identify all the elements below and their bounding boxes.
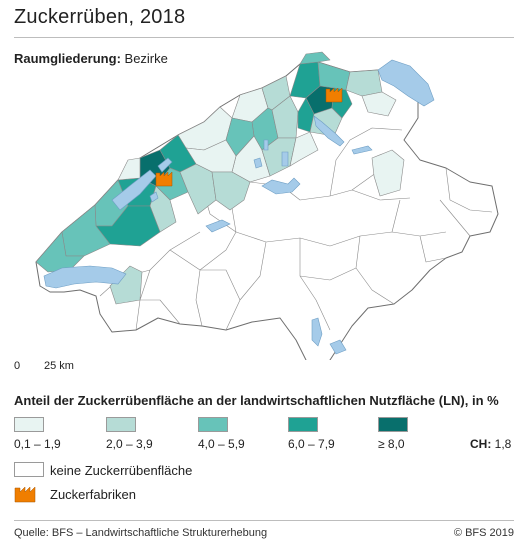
ch-value: 1,8 [491, 437, 512, 451]
legend-swatch-class-2 [106, 417, 136, 432]
legend-label-none: keine Zuckerrübenfläche [50, 463, 193, 478]
lake-sempach [253, 157, 263, 169]
lake-walen [351, 145, 373, 155]
legend-label-class-1: 0,1 – 1,9 [14, 437, 61, 451]
switzerland-average: CH: 1,8 [470, 437, 511, 451]
district-zh-4 [317, 61, 351, 91]
district-emmental [211, 171, 251, 211]
lake-zug [281, 151, 289, 167]
district-borders [99, 109, 493, 331]
copyright: © BFS 2019 [453, 527, 514, 539]
legend-title: Anteil der Zuckerrübenfläche an der land… [14, 393, 499, 408]
source-note: Quelle: BFS – Landwirtschaftliche Strukt… [14, 527, 268, 539]
legend-swatch-class-1 [14, 417, 44, 432]
factory-frauenfeld-icon [325, 87, 343, 103]
switzerland-map [35, 51, 499, 360]
district-tg-2 [345, 69, 383, 97]
district-sh [299, 51, 331, 65]
district-zh-5 [309, 107, 343, 137]
factory-aarberg-icon [155, 171, 173, 187]
lake-murten [149, 191, 159, 203]
ch-label: CH: [470, 437, 492, 451]
lake-zurich [313, 115, 345, 147]
legend-label-class-4: 6,0 – 7,9 [288, 437, 335, 451]
spatial-level-label: Raumgliederung: [14, 51, 121, 66]
district-vd-2 [95, 205, 161, 247]
legend-label-class-5: ≥ 8,0 [378, 437, 405, 451]
map-title: Zuckerrüben, 2018 [14, 6, 186, 28]
spatial-level-value: Bezirke [120, 51, 168, 66]
lake-lucerne [261, 177, 301, 195]
legend-swatch-none [14, 462, 44, 477]
lake-geneva [43, 265, 127, 289]
district-zug [289, 131, 319, 167]
legend-label-class-3: 4,0 – 5,9 [198, 437, 245, 451]
legend-swatch-class-3 [198, 417, 228, 432]
legend-label-class-2: 2,0 – 3,9 [106, 437, 153, 451]
district-vd-4 [35, 231, 85, 273]
scale-zero-label: 0 [14, 360, 21, 372]
lake-constance [377, 59, 435, 107]
scale-km-label: 25 km [44, 360, 74, 372]
lake-hallwil [263, 139, 269, 151]
lake-lugano [329, 339, 347, 355]
district-aargau-2 [271, 95, 299, 139]
legend-label-factory: Zuckerfabriken [50, 487, 136, 502]
footer-divider [14, 520, 514, 521]
lake-biel [157, 157, 173, 173]
lake-maggiore [311, 317, 323, 347]
spatial-level: Raumgliederung: Bezirke [14, 51, 168, 66]
legend-swatch-class-4 [288, 417, 318, 432]
legend-swatch-class-5 [378, 417, 408, 432]
legend-factory-icon [14, 486, 36, 503]
district-tg-3 [361, 91, 397, 117]
district-ost [371, 149, 405, 197]
district-gruyere [109, 265, 143, 305]
lake-thun [205, 219, 231, 233]
title-divider [14, 37, 514, 38]
district-jura [117, 157, 141, 181]
